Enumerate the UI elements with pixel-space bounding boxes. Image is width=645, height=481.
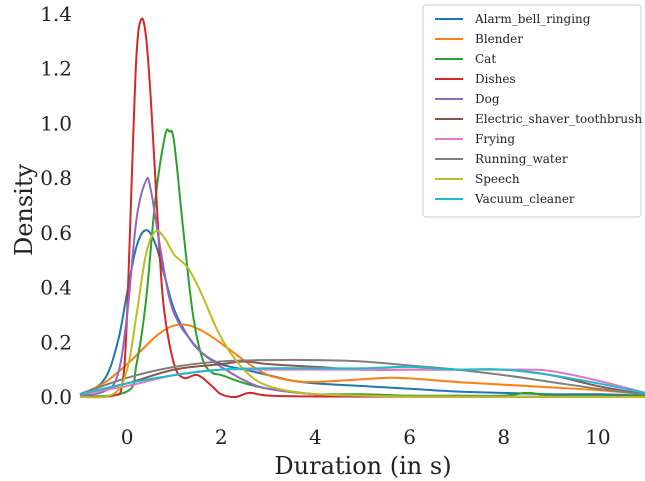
y-tick-label: 0.2 — [40, 330, 72, 354]
legend-label: Alarm_bell_ringing — [474, 12, 591, 26]
y-tick-label: 1.2 — [40, 57, 72, 81]
series-line-speech — [79, 229, 645, 399]
series-line-vacuum-cleaner — [79, 365, 645, 396]
x-tick-label: 6 — [403, 425, 416, 449]
legend-label: Electric_shaver_toothbrush — [475, 112, 642, 126]
legend-label: Frying — [475, 132, 515, 146]
y-tick-label: 0.0 — [40, 385, 72, 409]
series-line-dishes — [79, 17, 645, 399]
legend-label: Dog — [475, 92, 500, 106]
series-line-frying — [79, 368, 645, 396]
x-tick-label: 0 — [121, 425, 134, 449]
legend: Alarm_bell_ringing Blender Cat Dishes Dog Ele… — [422, 4, 642, 218]
y-tick-label: 1.4 — [40, 2, 72, 26]
y-tick-label: 0.4 — [40, 276, 72, 300]
axis-ticks: 0 2 4 6 8 10 0.0 0.2 0.4 0.6 0.8 1.0 1.2 1.4 — [40, 2, 610, 449]
y-tick-label: 0.8 — [40, 166, 72, 190]
legend-box — [422, 4, 642, 218]
x-axis-title: Duration (in s) — [274, 452, 451, 480]
x-tick-label: 10 — [585, 425, 610, 449]
legend-label: Blender — [475, 32, 523, 46]
series-line-running-water — [79, 358, 645, 396]
y-tick-label: 1.0 — [40, 111, 72, 135]
y-axis-title: Density — [10, 164, 38, 257]
legend-label: Speech — [475, 172, 520, 186]
plot-lines — [79, 17, 645, 399]
legend-label: Cat — [475, 52, 496, 66]
legend-label: Dishes — [475, 72, 516, 86]
legend-label: Running_water — [475, 152, 568, 166]
x-tick-label: 4 — [309, 425, 322, 449]
y-tick-label: 0.6 — [40, 221, 72, 245]
x-tick-label: 2 — [215, 425, 228, 449]
x-tick-label: 8 — [497, 425, 510, 449]
legend-label: Vacuum_cleaner — [474, 192, 575, 206]
